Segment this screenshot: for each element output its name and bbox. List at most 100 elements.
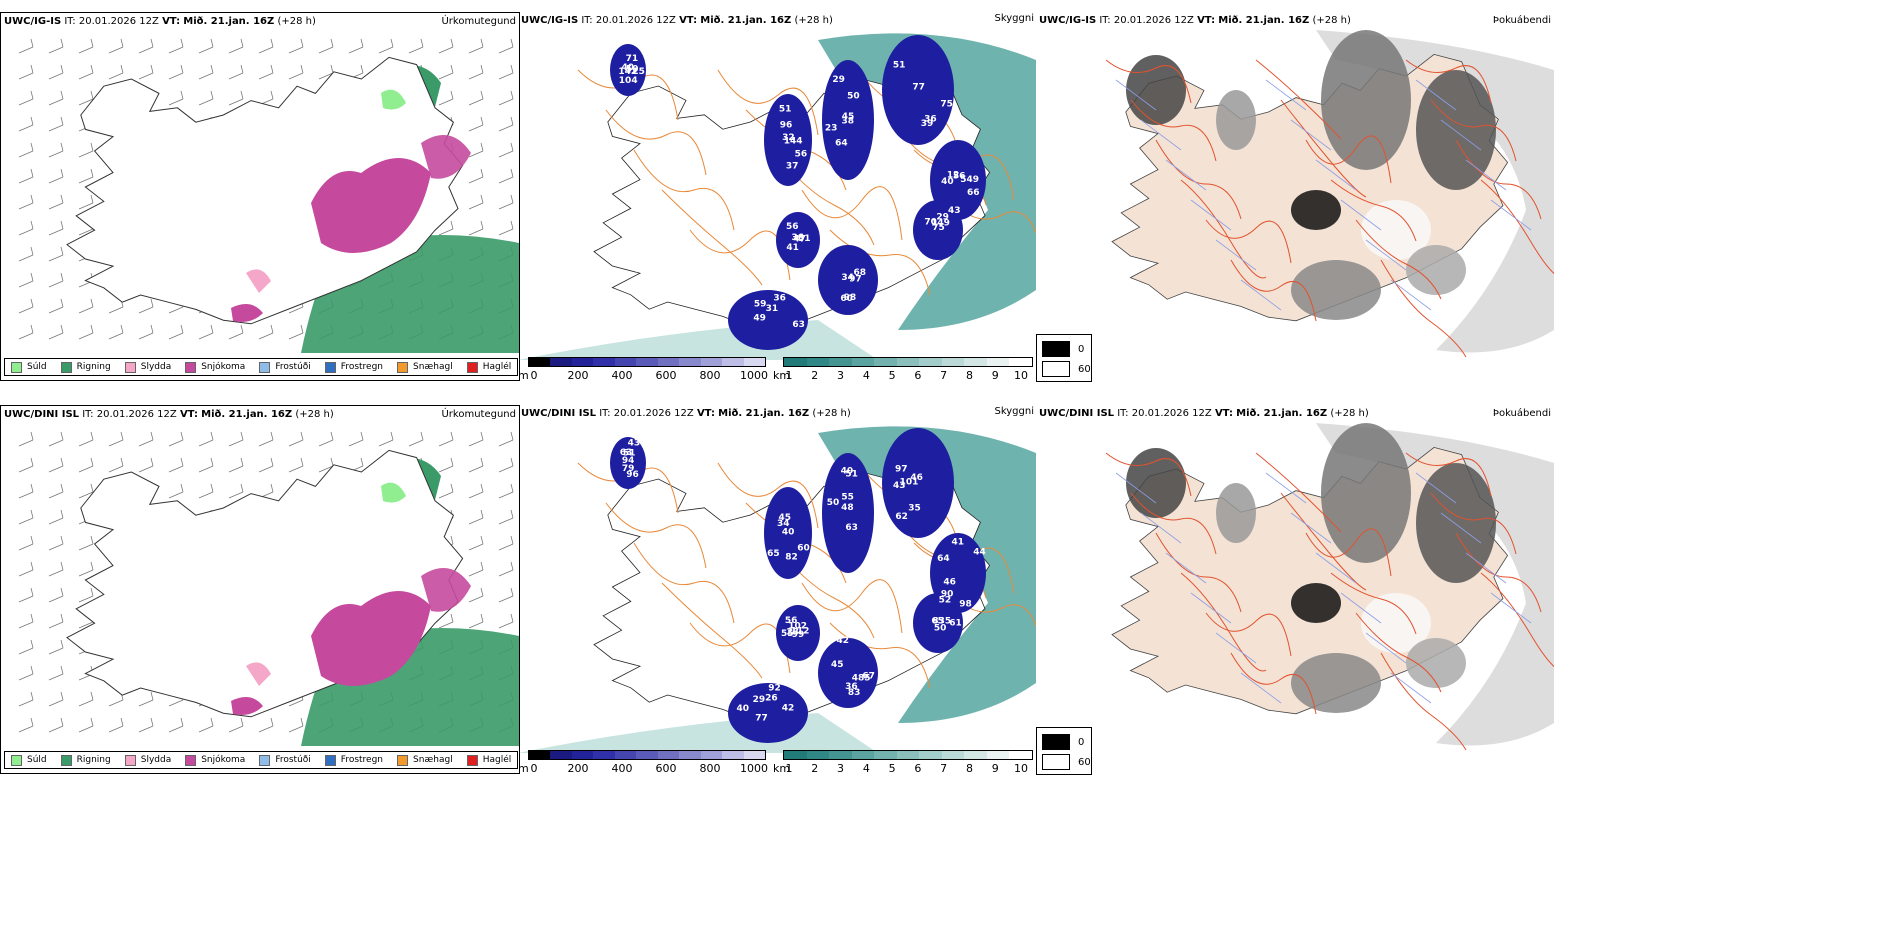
colorbar-tick: 1 [785, 762, 793, 775]
wind-barb [498, 613, 514, 629]
wind-barb [18, 220, 34, 236]
fog-index-area [1216, 483, 1256, 543]
fog-index-area [1321, 30, 1411, 170]
cloud-base-label: 90 [941, 590, 954, 600]
cloud-base-label: 29 [832, 75, 845, 85]
wind-barb [258, 457, 274, 473]
river-line [1140, 119, 1182, 151]
road-line [717, 462, 819, 529]
legend-item: Slydda [124, 361, 171, 373]
iceland-outline [66, 56, 464, 325]
cloud-base-label: 45 [779, 513, 792, 523]
wind-barb [18, 298, 34, 314]
river-line [1390, 279, 1432, 311]
wind-barb [48, 90, 64, 106]
cloud-base-area [882, 428, 954, 538]
wind-barb [78, 194, 94, 210]
wind-barb [78, 483, 94, 499]
cloud-base-label: 75 [932, 223, 945, 233]
cloud-base-label: 63 [845, 523, 858, 533]
wind-barb [48, 246, 64, 262]
cloud-base-colorbar-1: m 0 200 400 600 800 1000 [518, 357, 768, 382]
colorbar-tick: 10 [1014, 762, 1028, 775]
wind-barb [48, 168, 64, 184]
cloud-base-label: 41 [786, 243, 799, 253]
cloud-base-label: 41 [952, 538, 965, 548]
wind-barb [288, 717, 304, 733]
wind-barb [18, 324, 34, 340]
cloud-base-label: 65 [931, 616, 944, 626]
colorbar-tick: 400 [611, 369, 633, 382]
wind-barb [18, 168, 34, 184]
wind-barb [48, 194, 64, 210]
river-line [1215, 632, 1257, 664]
snow-area [231, 304, 263, 322]
wind-barb [138, 298, 154, 314]
cloud-base-label: 36 [924, 114, 937, 124]
river-line [1165, 552, 1207, 584]
cloud-base-label: 82 [785, 553, 798, 563]
river-line [1190, 592, 1232, 624]
cloud-base-area [764, 94, 812, 186]
colorbar-tick: 6 [914, 762, 922, 775]
colorbar-step [784, 751, 807, 759]
river-line [1115, 79, 1157, 111]
road-line [1180, 572, 1267, 672]
cloud-base-label: 43 [948, 206, 961, 216]
cloud-base-label: 104 [619, 76, 638, 86]
wind-barb [168, 64, 184, 80]
road-line [1280, 492, 1367, 591]
wind-barb [48, 483, 64, 499]
river-line [1465, 159, 1507, 191]
colorbar-tick: 600 [655, 369, 677, 382]
cloud-base-label: 31 [766, 304, 779, 314]
road-line [1155, 532, 1242, 613]
wind-barb [48, 324, 64, 340]
cloud-base-label: 97 [895, 464, 908, 474]
legend-label: Frostregn [340, 362, 384, 372]
colorbar-step [636, 358, 658, 366]
colorbar-unit: m [518, 762, 529, 775]
cloud-base-label: 96 [780, 121, 793, 131]
fog-index-area [1291, 653, 1381, 713]
wind-barb [318, 64, 334, 80]
fog-index-label-2: Þokuábendi [1492, 408, 1551, 419]
river-line [1290, 512, 1332, 544]
wind-barb [258, 64, 274, 80]
wind-barb [498, 509, 514, 525]
colorbar-step [1009, 751, 1033, 759]
road-line [1105, 59, 1192, 104]
cloud-base-label: 98 [959, 599, 972, 609]
road-line [801, 186, 903, 241]
wind-barb [138, 324, 154, 340]
cloud-base-area [728, 290, 808, 350]
road-line [1330, 179, 1417, 242]
cloud-base-area [728, 683, 808, 743]
legend-swatch [60, 361, 72, 373]
river-line [1465, 552, 1507, 584]
precip-map-1 [18, 38, 519, 353]
wind-barb [18, 38, 34, 54]
cloud-base-label: 36 [845, 682, 858, 692]
fog-field [1316, 423, 1554, 746]
wind-barb [168, 324, 184, 340]
river-line [1340, 199, 1382, 231]
cloud-base-label: 62 [895, 512, 908, 522]
wind-barb [18, 64, 34, 80]
colorbar-tick: 3 [837, 762, 845, 775]
wind-barb [468, 587, 484, 603]
wind-barb [78, 38, 94, 54]
cloud-title-1: UWC/IG-IS IT: 20.01.2026 12Z VT: Mið. 21… [521, 15, 833, 26]
wind-barb [228, 90, 244, 106]
wind-barb [198, 457, 214, 473]
cloud-base-label: 60 [840, 294, 853, 304]
legend-label: Frostúði [275, 362, 311, 372]
wind-barb [498, 90, 514, 106]
colorbar-step [743, 751, 765, 759]
road-line [1455, 139, 1542, 220]
legend-label: Súld [27, 755, 47, 765]
cloud-base-label: 40 [737, 704, 750, 714]
wind-barb [48, 431, 64, 447]
cloud-base-label: 102 [788, 622, 807, 632]
cloud-map-2: 94 60 50 43 64 55 92 83 65 43 34 63 62 46 99 29 67 52 79 82… [518, 426, 1036, 753]
